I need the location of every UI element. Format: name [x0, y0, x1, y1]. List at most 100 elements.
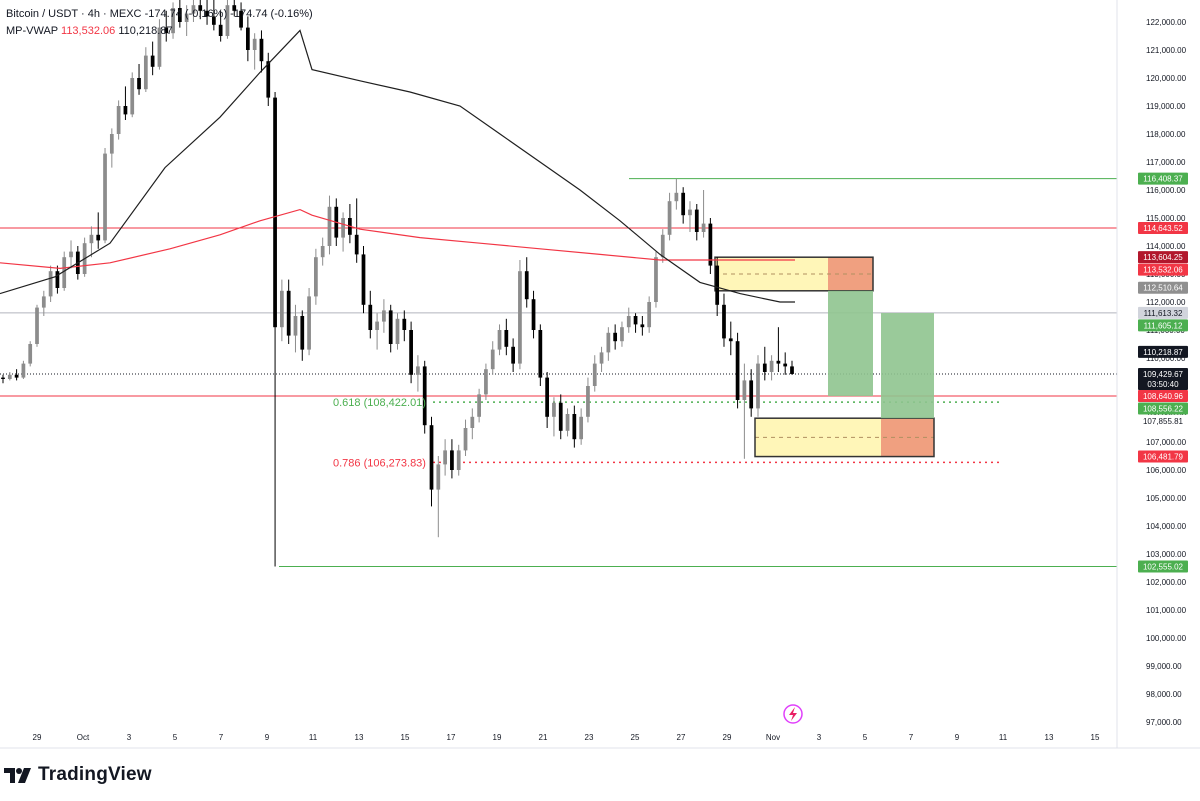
candle-body [592, 363, 597, 386]
candle-body [354, 234, 359, 255]
candle-body [436, 464, 441, 490]
candle-body [123, 106, 128, 115]
candle-body [674, 192, 679, 202]
x-tick-label: 25 [631, 733, 640, 742]
candle-body [524, 271, 529, 300]
legend-vwap-row: MP-VWAP 113,532.06 110,218.87 [6, 23, 313, 40]
candle-body [647, 302, 652, 328]
y-tick-label: 119,000.00 [1146, 102, 1186, 111]
price-axis-label: 116,408.37 [1143, 175, 1183, 184]
candle-body [504, 330, 509, 347]
candle-body [402, 318, 407, 330]
lightning-icon[interactable] [783, 704, 803, 724]
candle-body [225, 5, 230, 36]
candle-body [443, 450, 447, 465]
candle-body [749, 380, 754, 409]
plot-area [0, 0, 1117, 567]
candle-body [150, 55, 155, 67]
chart-legend: Bitcoin / USDT · 4h · MEXC -174.74 (-0.1… [6, 6, 313, 40]
price-change: -174.74 (-0.16%) [144, 8, 228, 20]
price-axis-label-bg [1138, 221, 1188, 234]
candle-body [694, 209, 699, 232]
candle-body [477, 394, 481, 417]
y-tick-label: 103,000.00 [1146, 550, 1187, 559]
x-tick-label: 27 [677, 733, 686, 742]
candle-body [7, 374, 12, 379]
candle-body [375, 321, 379, 330]
candle-body [783, 363, 788, 367]
symbol-label[interactable]: Bitcoin / USDT · 4h · MEXC [6, 8, 142, 20]
candle-body [184, 13, 189, 22]
price-axis-label-bg [1138, 306, 1188, 319]
candle-body [538, 330, 543, 378]
candle-body [368, 304, 373, 330]
candle-body [626, 316, 631, 328]
candle-body [552, 402, 556, 417]
tradingview-brand[interactable]: TradingView [4, 764, 152, 786]
x-tick-label: 5 [863, 733, 868, 742]
candle-body [735, 341, 740, 400]
candle-body [620, 327, 624, 342]
price-axis-label-bg [1138, 319, 1188, 332]
price-axis-label: 107,855.81 [1143, 417, 1184, 426]
lightning-icon-ring [783, 704, 803, 724]
indicator-name[interactable]: MP-VWAP [6, 25, 58, 37]
price-axis-label-bg [1138, 345, 1188, 358]
tradingview-logo-icon [4, 768, 31, 783]
y-tick-label: 117,000.00 [1146, 158, 1186, 167]
candle-body [130, 78, 135, 115]
candle-body [660, 234, 665, 258]
x-tick-label: 13 [1045, 733, 1054, 742]
price-axis-label: 114,643.52 [1143, 224, 1183, 233]
price-axis-label-bg [1138, 172, 1188, 185]
candle-body [218, 24, 223, 36]
candle-body [701, 223, 706, 232]
candle-body [450, 450, 454, 470]
candle-body [776, 360, 781, 364]
candle-body [109, 134, 114, 154]
candle-body [116, 106, 121, 134]
candle-body [388, 310, 393, 344]
candle-body [35, 307, 39, 344]
candle-body [205, 10, 209, 17]
y-tick-label: 118,000.00 [1146, 130, 1186, 139]
y-tick-label: 105,000.00 [1146, 494, 1187, 503]
candle-body [69, 251, 73, 258]
x-tick-label: 29 [33, 733, 42, 742]
price-axis-label-bg [1138, 415, 1188, 428]
indicator-value-2: 110,218.87 [118, 25, 173, 37]
candle-body [89, 234, 94, 244]
candle-body [599, 352, 604, 364]
indicator-value-1: 113,532.06 [61, 25, 116, 37]
price-axis-label-bg [1138, 367, 1188, 390]
candle-body [681, 192, 686, 216]
candle-body [307, 296, 311, 350]
price-axis-label-bg [1138, 450, 1188, 463]
candle-body [245, 27, 250, 50]
y-tick-label: 104,000.00 [1146, 522, 1187, 531]
lightning-icon-bolt [789, 707, 797, 721]
candle-body [103, 153, 107, 241]
y-tick-label: 112,000.00 [1146, 298, 1186, 307]
target-zone [828, 290, 873, 397]
candle-body [511, 346, 515, 364]
price-axis-label: 109,429.67 [1143, 370, 1184, 379]
candle-body [177, 8, 182, 22]
y-tick-label: 116,000.00 [1146, 186, 1186, 195]
price-axis-label: 106,481.79 [1143, 453, 1184, 462]
candle-body [280, 290, 284, 328]
x-tick-label: Oct [77, 733, 90, 742]
x-tick-label: 5 [173, 733, 178, 742]
candle-body [96, 234, 101, 241]
candle-body [416, 366, 420, 375]
candle-body [314, 257, 318, 297]
y-tick-label: 121,000.00 [1146, 46, 1187, 55]
candle-body [722, 304, 726, 339]
x-tick-label: 19 [493, 733, 502, 742]
candle-body [742, 380, 747, 400]
candle-body [41, 296, 46, 308]
candle-body [613, 332, 618, 342]
y-tick-label: 107,000.00 [1146, 438, 1187, 447]
x-tick-label: 13 [355, 733, 364, 742]
